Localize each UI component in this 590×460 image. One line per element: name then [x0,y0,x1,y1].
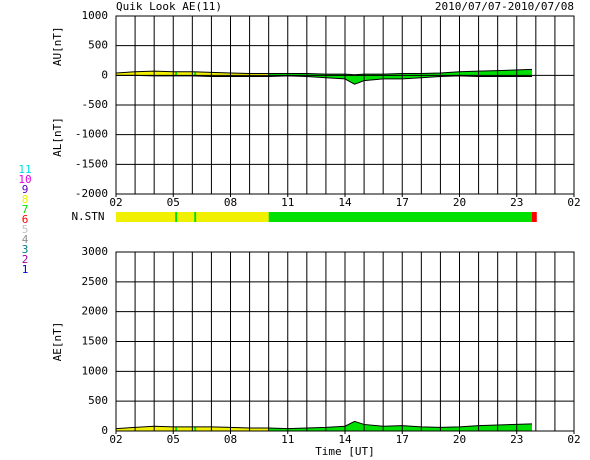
y-tick-label: -1000 [75,128,108,141]
x-tick-label: 17 [396,433,409,446]
y-tick-label: 0 [101,424,108,437]
chart-title: Quik Look AE(11) [116,0,222,13]
x-tick-label: 17 [396,196,409,209]
area-fill [194,71,197,76]
legend-label: 7 [22,203,29,216]
y-tick-label: 500 [88,39,108,52]
legend-label: 2 [22,253,29,266]
y-tick-label: -2000 [75,187,108,200]
y-axis-label: AU[nT] [51,26,64,66]
area-fill [268,75,533,85]
data-line [115,68,533,76]
legend-label: 3 [22,243,29,256]
y-tick-label: 2500 [82,275,109,288]
station-segment [532,212,537,222]
legend-label: 5 [22,223,29,236]
legend-label: 6 [22,213,29,226]
x-tick-label: 08 [224,196,237,209]
date-range: 2010/07/07-2010/07/08 [435,0,574,13]
y-tick-label: 1000 [82,9,109,22]
y-tick-label: -1500 [75,157,108,170]
legend-label: 1 [22,263,29,276]
x-tick-label: 02 [567,433,580,446]
x-tick-label: 14 [338,433,352,446]
x-tick-label: 02 [567,196,580,209]
legend-label: 8 [22,193,29,206]
y-tick-label: 3000 [82,245,109,258]
x-tick-label: 02 [109,433,122,446]
y-tick-label: 2000 [82,305,109,318]
area-fill [175,426,178,431]
x-axis-label: Time [UT] [315,445,375,458]
strip-label: N.STN [71,210,104,223]
x-tick-label: 23 [510,433,523,446]
area-fill [194,426,197,431]
x-tick-label: 20 [453,433,466,446]
y-axis-label: AL[nT] [51,117,64,157]
station-segment [268,212,533,222]
x-tick-label: 05 [167,196,180,209]
area-fill [268,69,533,76]
plot-frame [115,15,575,195]
x-tick-label: 08 [224,433,237,446]
y-tick-label: 0 [101,68,108,81]
y-tick-label: 1000 [82,364,109,377]
data-line [115,420,533,430]
data-line [116,74,533,85]
x-tick-label: 05 [167,433,180,446]
legend-label: 10 [18,173,31,186]
legend-label: 11 [18,163,31,176]
x-tick-label: 23 [510,196,523,209]
x-tick-label: 14 [338,196,352,209]
y-axis-label: AE[nT] [51,322,64,362]
area-fill [175,71,178,76]
station-segment [116,212,269,222]
area-fill [268,421,533,431]
y-tick-label: -500 [82,98,109,111]
legend-label: 4 [22,233,29,246]
y-tick-label: 500 [88,394,108,407]
x-tick-label: 02 [109,196,122,209]
station-segment [175,212,178,222]
x-tick-label: 11 [281,433,294,446]
x-tick-label: 20 [453,196,466,209]
x-tick-label: 11 [281,196,294,209]
station-segment [194,212,197,222]
plot-frame [115,251,575,432]
y-tick-label: 1500 [82,335,109,348]
legend-label: 9 [22,183,29,196]
